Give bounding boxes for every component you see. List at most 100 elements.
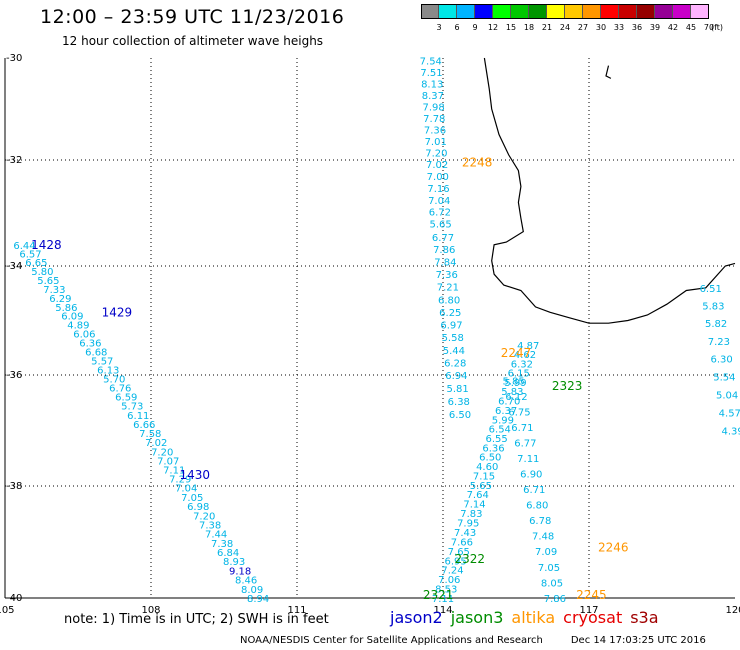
wave-height-value: 7.00 [427,172,449,183]
map-gridlines [4,58,735,599]
legend-swatch [511,4,529,19]
wave-height-value: 8.05 [541,578,563,589]
wave-height-value: 5.99 [492,415,514,426]
footer-note: note: 1) Time is in UTC; 2) SWH is in fe… [64,612,329,627]
legend-label: 9 [472,23,478,32]
legend-swatch [439,4,457,19]
altimeter-tracks: 6.446.576.655.805.657.336.295.866.094.89… [13,57,740,605]
wave-height-value: 7.23 [708,337,730,348]
satellite-jason3: jason3 [450,608,504,627]
lon-tick-label: 111 [287,605,306,616]
wave-height-value: 7.51 [420,68,442,79]
legend-label: 45 [685,23,697,32]
wave-height-value: 5.65 [429,220,451,231]
wave-height-value: 6.11 [127,411,149,422]
credit-text: NOAA/NESDIS Center for Satellite Applica… [240,635,543,646]
wave-height-value: 6.98 [187,502,209,513]
wave-height-value: 6.51 [700,284,722,295]
wave-height-value: 6.80 [526,500,548,511]
wave-height-value: 6.66 [133,420,155,431]
wave-height-value: 5.44 [443,346,465,357]
wave-height-value: 9.18 [229,566,251,577]
legend-swatch [493,4,511,19]
wave-height-value: 6.84 [217,548,239,559]
wave-height-value: 7.66 [451,537,473,548]
wave-height-value: 7.01 [425,137,447,148]
wave-height-value: 5.83 [702,302,724,313]
pass-number-label: 2248 [462,156,493,170]
satellite-legend: jason2 jason3 altika cryosat s3a [390,608,667,627]
legend-label: 33 [613,23,625,32]
lat-tick-label: -38 [6,481,22,492]
wave-height-value: 6.77 [514,438,536,449]
pass-number-label: 2247 [501,346,532,360]
wave-height-value: 7.78 [423,114,445,125]
wave-height-value: 5.99 [504,378,526,389]
page-title: 12:00 – 23:59 UTC 11/23/2016 [40,6,345,28]
satellite-altika: altika [511,608,556,627]
pass-number-label: 2322 [455,552,486,566]
credit-timestamp: Dec 14 17:03:25 UTC 2016 [570,635,706,646]
legend-swatch [421,4,439,19]
track-2321-2323: 7.118.537.067.246.957.657.667.437.957.83… [432,341,539,605]
lon-tick-label: 105 [0,605,15,616]
wave-height-value: 7.07 [157,456,179,467]
pass-number-label: 2245 [576,588,607,602]
wave-height-value: 5.65 [37,276,59,287]
lon-tick-label: 114 [433,605,452,616]
wave-height-value: 7.20 [425,148,447,159]
track-2248-north: 7.547.518.138.377.987.787.367.017.207.02… [420,57,452,231]
lat-tick-label: -36 [6,370,22,381]
wave-height-value: 7.24 [441,566,463,577]
wave-height-value: 7.84 [434,258,456,269]
wave-height-value: 6.76 [109,384,131,395]
wave-height-value: 7.64 [467,490,489,501]
wave-height-value: 7.02 [145,438,167,449]
pass-number-label: 1429 [102,305,133,319]
legend-swatch [565,4,583,19]
lat-tick-label: -32 [6,155,22,166]
wave-height-value: 8.09 [241,585,263,596]
legend-swatch [475,4,493,19]
wave-height-value: 6.71 [523,485,545,496]
legend-label: 24 [559,23,571,32]
track-1428-1430: 6.446.576.655.805.657.336.295.866.094.89… [13,241,269,605]
wave-height-value: 6.29 [49,294,71,305]
wave-height-value: 5.58 [442,333,464,344]
satellite-s3a: s3a [630,608,659,627]
wave-height-value: 6.36 [482,443,504,454]
wave-height-value: 6.55 [485,434,507,445]
wave-height-value: 7.95 [457,519,479,530]
wave-height-value: 7.05 [181,493,203,504]
wave-height-value: 6.94 [445,371,467,382]
legend-label: 27 [577,23,589,32]
track-2248-south: 6.777.86 7.847.36 7.216.80 6.25 6.975.58 5.44… [432,233,471,421]
satellite-cryosat: cryosat [563,608,623,627]
wave-height-value: 7.54 [420,57,442,68]
wave-height-value: 6.80 [438,295,460,306]
wave-height-value: 6.28 [444,359,466,370]
wave-height-value: 6.77 [432,233,454,244]
wave-height-value: 6.32 [511,359,533,370]
legend-swatch [637,4,655,19]
wave-height-value: 6.36 [79,339,101,350]
legend-swatch [547,4,565,19]
wave-height-value: 4.57 [719,409,740,420]
legend-label: 36 [631,23,643,32]
wave-height-value: 6.70 [498,397,520,408]
wave-height-value: 7.65 [448,547,470,558]
legend-unit: (ft) [711,23,724,32]
wave-height-value: 5.86 [55,303,77,314]
lon-tick-label: 108 [141,605,160,616]
wave-height-value: 4.39 [721,427,740,438]
wave-height-value: 6.44 [13,241,35,252]
wave-height-value: 7.20 [193,511,215,522]
legend-swatch [601,4,619,19]
lat-tick-label: -30 [6,53,22,64]
lat-tick-label: -34 [6,261,22,272]
legend-swatch [619,4,637,19]
wave-height-value: 5.70 [103,374,125,385]
legend-swatch [583,4,601,19]
lon-tick-label: 120 [725,605,740,616]
